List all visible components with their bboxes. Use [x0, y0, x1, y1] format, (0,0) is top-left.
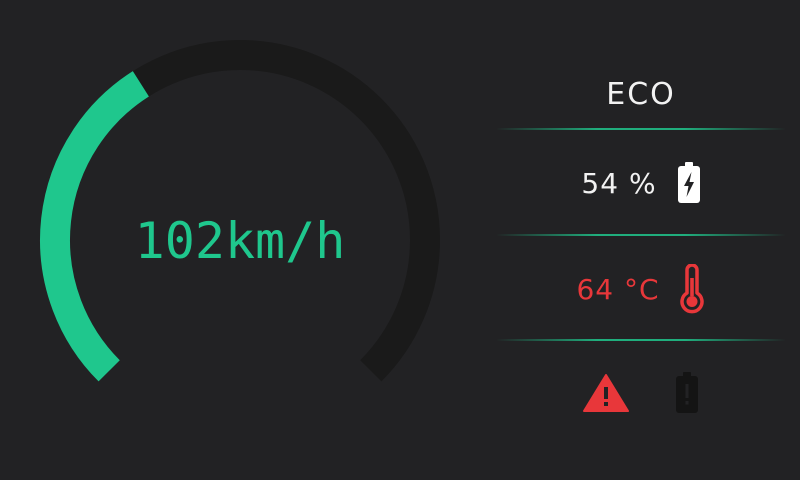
drive-mode-label: ECO [606, 77, 676, 112]
speedometer-gauge [40, 71, 150, 382]
warning-triangle-icon [583, 373, 629, 413]
battery-charging-icon [677, 162, 701, 204]
warning-row [496, 370, 786, 416]
divider-2 [496, 234, 786, 236]
status-panel: ECO 54 % [496, 0, 786, 480]
speed-readout: 102km/h [134, 212, 346, 270]
battery-alert-icon [675, 372, 699, 414]
temperature-value: 64 °C [576, 272, 660, 306]
divider-3 [496, 339, 786, 341]
divider-1 [496, 128, 786, 130]
speedometer-fill [40, 71, 150, 382]
battery-row: 54 % [496, 160, 786, 206]
temperature-row: 64 °C [496, 264, 786, 314]
battery-percentage: 54 % [581, 166, 657, 200]
thermometer-icon [678, 264, 706, 314]
